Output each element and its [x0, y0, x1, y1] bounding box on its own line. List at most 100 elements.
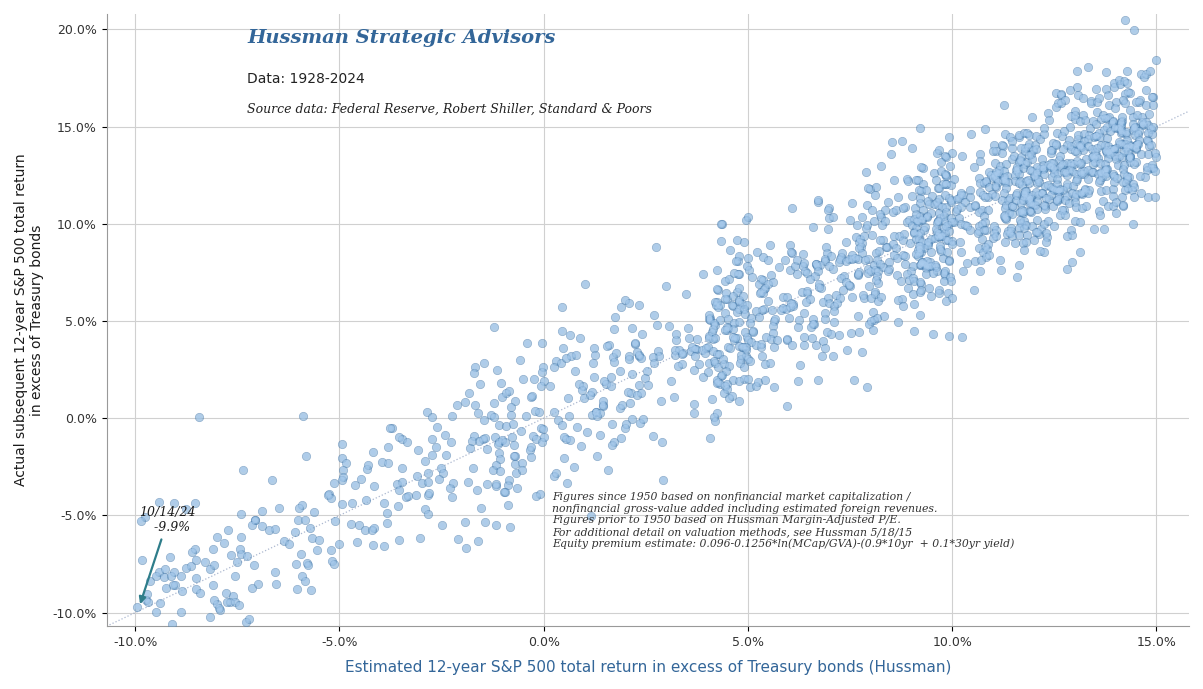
Point: [911, 309, 930, 320]
Point: [1143, 122, 1162, 133]
Point: [552, 419, 571, 430]
Point: [239, 613, 259, 624]
Point: [1057, 139, 1077, 150]
Point: [753, 274, 772, 285]
Point: [1088, 96, 1107, 107]
Point: [751, 287, 770, 298]
Point: [808, 282, 828, 293]
Point: [1044, 168, 1063, 179]
Point: [994, 187, 1013, 198]
Point: [859, 264, 878, 275]
Point: [492, 434, 511, 445]
Point: [703, 327, 722, 338]
Point: [864, 325, 883, 336]
Point: [928, 265, 947, 276]
Point: [622, 369, 641, 380]
Point: [928, 227, 947, 238]
Point: [478, 444, 497, 455]
Point: [1106, 154, 1125, 165]
Point: [482, 465, 502, 476]
Point: [225, 596, 244, 607]
Point: [1009, 131, 1029, 142]
Point: [872, 220, 891, 231]
Point: [1074, 144, 1094, 155]
Point: [794, 331, 813, 342]
Point: [1072, 140, 1091, 151]
Point: [1118, 142, 1137, 153]
Point: [1114, 200, 1133, 212]
Point: [1115, 76, 1134, 87]
Point: [887, 204, 906, 215]
Point: [979, 204, 998, 215]
Point: [521, 391, 540, 402]
Point: [1014, 192, 1033, 203]
Point: [1023, 189, 1042, 200]
Point: [1136, 116, 1155, 127]
Point: [611, 301, 630, 312]
Point: [847, 232, 866, 243]
Point: [474, 433, 493, 444]
Point: [1000, 131, 1019, 142]
Point: [737, 331, 757, 342]
Point: [935, 216, 954, 227]
Point: [638, 379, 657, 390]
Point: [1115, 169, 1134, 180]
Point: [1126, 121, 1145, 132]
Point: [325, 477, 344, 489]
Point: [1020, 205, 1039, 216]
Point: [195, 557, 214, 568]
Point: [774, 292, 793, 303]
Point: [905, 326, 924, 337]
Point: [297, 558, 316, 569]
Point: [577, 427, 597, 438]
Point: [499, 385, 518, 396]
Point: [1067, 173, 1086, 184]
Point: [913, 204, 932, 215]
Point: [711, 236, 730, 247]
Point: [1113, 177, 1132, 188]
Point: [1106, 103, 1125, 114]
Point: [853, 237, 872, 248]
Point: [685, 408, 704, 419]
Point: [700, 313, 719, 324]
Point: [988, 168, 1007, 179]
Point: [620, 398, 639, 409]
Point: [488, 364, 508, 375]
Point: [1107, 97, 1126, 108]
Point: [728, 268, 747, 279]
Point: [556, 433, 575, 444]
Point: [484, 398, 503, 409]
Point: [1079, 61, 1098, 72]
Point: [1096, 170, 1115, 181]
Point: [1083, 116, 1102, 127]
Point: [1120, 172, 1139, 183]
Point: [736, 351, 755, 362]
Point: [703, 333, 722, 344]
Point: [635, 373, 654, 384]
Point: [719, 274, 739, 285]
Point: [806, 258, 825, 269]
Point: [448, 533, 467, 544]
Point: [482, 465, 502, 476]
Point: [422, 412, 442, 423]
Point: [929, 287, 948, 298]
Point: [546, 468, 565, 479]
Point: [203, 579, 223, 590]
Point: [1086, 150, 1106, 161]
Point: [869, 278, 888, 289]
Point: [718, 341, 737, 352]
Point: [816, 342, 835, 353]
Point: [486, 480, 505, 491]
Point: [911, 260, 930, 271]
Point: [858, 200, 877, 211]
Point: [1116, 15, 1136, 26]
Point: [989, 176, 1008, 187]
Point: [849, 311, 869, 322]
Point: [1137, 85, 1156, 96]
Point: [795, 308, 814, 319]
Point: [1013, 208, 1032, 219]
Point: [950, 237, 970, 248]
Point: [994, 141, 1013, 152]
Point: [1132, 112, 1151, 123]
Point: [443, 410, 462, 421]
